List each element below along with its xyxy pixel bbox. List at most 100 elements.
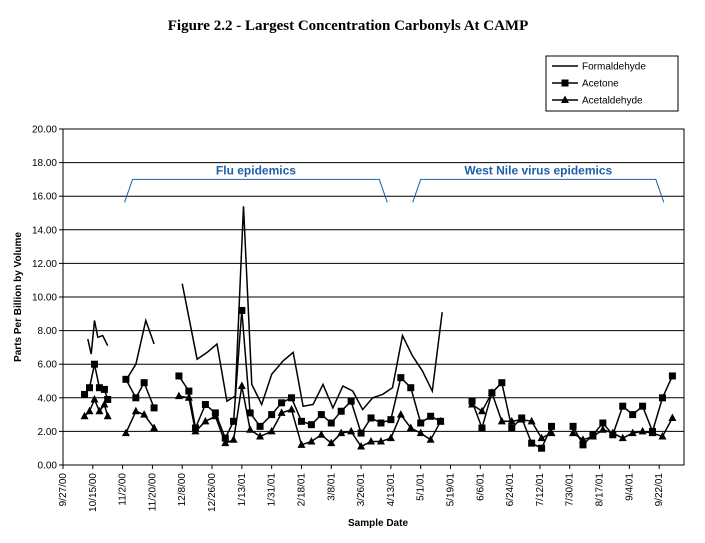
x-tick-label: 6/24/01 — [505, 473, 516, 507]
data-point — [658, 431, 667, 440]
data-point — [537, 433, 546, 442]
data-point — [191, 426, 200, 435]
data-point — [337, 407, 345, 415]
data-point — [317, 430, 326, 438]
data-point — [638, 426, 647, 435]
y-tick-label: 16.00 — [32, 192, 57, 203]
data-point — [140, 410, 149, 418]
series-acetaldehyde — [80, 381, 677, 450]
data-point — [268, 411, 276, 419]
y-tick-label: 14.00 — [32, 225, 57, 236]
series-line — [178, 310, 441, 440]
data-point — [307, 421, 315, 429]
y-tick-label: 20.00 — [32, 125, 57, 136]
data-point — [278, 399, 286, 407]
data-point — [598, 425, 607, 433]
y-tick-label: 10.00 — [32, 293, 57, 304]
annotation-label: Flu epidemics — [216, 163, 296, 177]
data-point — [100, 385, 108, 393]
series-acetone — [81, 306, 676, 452]
x-tick-label: 3/26/01 — [356, 473, 367, 507]
data-point — [246, 409, 254, 417]
data-point — [527, 416, 536, 425]
data-point — [184, 393, 193, 401]
data-point — [377, 419, 385, 427]
data-point — [122, 375, 130, 383]
data-point — [668, 372, 676, 380]
y-tick-label: 6.00 — [38, 360, 58, 371]
data-point — [508, 424, 516, 432]
data-point — [175, 372, 183, 380]
data-point — [628, 428, 637, 437]
data-point — [297, 440, 306, 448]
y-axis-title: Parts Per Billion by Volume — [13, 232, 24, 362]
legend-item: Acetone — [552, 79, 619, 90]
y-tick-label: 18.00 — [32, 158, 57, 169]
x-tick-label: 7/30/01 — [565, 473, 576, 507]
data-point — [386, 433, 395, 442]
data-point — [548, 422, 556, 430]
data-point — [201, 401, 209, 409]
data-point — [498, 379, 506, 387]
series-line — [178, 385, 442, 448]
data-point — [357, 442, 366, 450]
x-axis-title: Sample Date — [348, 518, 408, 529]
data-point — [376, 436, 385, 445]
data-point — [201, 416, 210, 425]
data-point — [277, 408, 286, 416]
data-point — [90, 394, 99, 403]
data-point — [80, 411, 89, 420]
legend: Formaldehyde Acetone Acetaldehyde — [545, 55, 679, 112]
data-point — [487, 388, 496, 396]
data-point — [357, 429, 365, 437]
x-tick-label: 12/26/00 — [207, 473, 218, 512]
data-point — [538, 444, 546, 452]
data-point — [287, 405, 296, 413]
data-point — [367, 414, 375, 422]
data-point — [297, 417, 305, 425]
data-point — [85, 406, 94, 415]
data-point — [288, 394, 296, 402]
x-tick-label: 5/1/01 — [416, 473, 427, 501]
legend-item: Acetaldehyde — [552, 95, 643, 107]
data-point — [150, 423, 159, 432]
x-tick-label: 4/13/01 — [386, 473, 397, 507]
data-point — [347, 426, 356, 435]
data-point — [103, 411, 112, 420]
x-tick-label: 11/2/00 — [118, 473, 129, 506]
series-line — [181, 206, 443, 411]
data-point — [468, 400, 477, 408]
x-tick-label: 3/8/01 — [326, 473, 337, 501]
series-line — [125, 410, 155, 434]
data-point — [579, 441, 587, 449]
data-point — [561, 95, 569, 103]
data-point — [407, 384, 415, 392]
x-tick-label: 1/13/01 — [237, 473, 248, 507]
series-line — [126, 317, 155, 378]
chart-title: Figure 2.2 - Largest Concentration Carbo… — [168, 18, 529, 34]
data-point — [81, 390, 89, 398]
data-point — [104, 395, 112, 403]
y-tick-label: 4.00 — [38, 393, 58, 404]
x-tick-label: 9/4/01 — [624, 473, 635, 501]
x-tick-label: 1/31/01 — [267, 473, 278, 507]
data-point — [211, 411, 220, 420]
data-point — [131, 406, 140, 415]
y-tick-label: 0.00 — [38, 461, 58, 472]
data-point — [639, 402, 647, 410]
series-line — [125, 378, 155, 409]
data-point — [140, 379, 148, 387]
annotation-label: West Nile virus epidemics — [464, 163, 612, 177]
data-point — [507, 416, 516, 425]
data-point — [150, 404, 158, 412]
data-point — [629, 411, 637, 419]
y-tick-label: 8.00 — [38, 326, 58, 337]
data-point — [396, 410, 405, 418]
data-point — [417, 419, 425, 427]
data-point — [327, 438, 336, 447]
x-tick-label: 9/27/00 — [58, 473, 69, 507]
x-tick-label: 11/20/00 — [147, 473, 158, 512]
x-tick-label: 7/12/01 — [535, 473, 546, 507]
legend-item: Formaldehyde — [552, 62, 646, 73]
